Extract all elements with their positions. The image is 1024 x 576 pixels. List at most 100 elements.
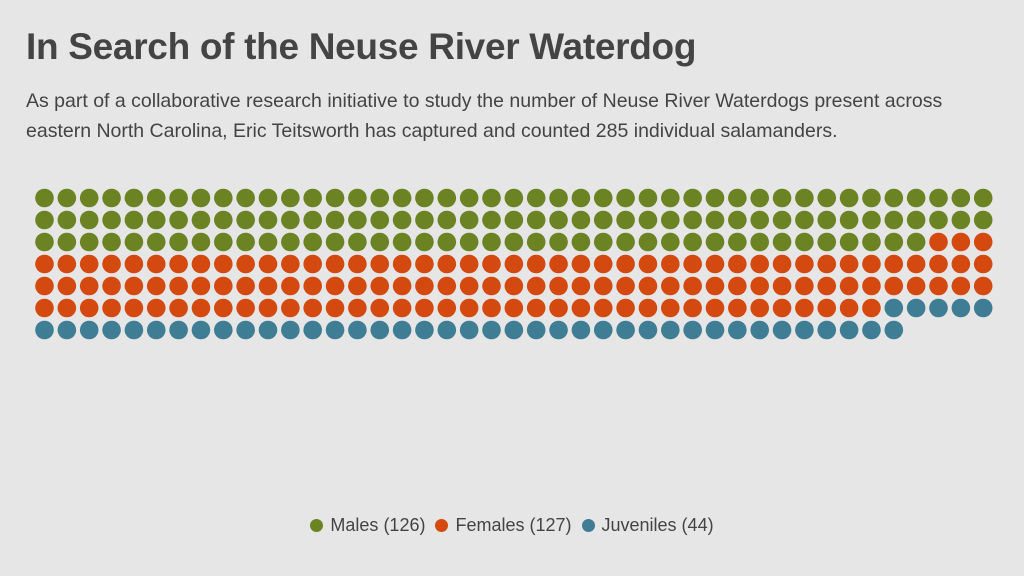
waffle-dot-females [124,254,144,274]
waffle-dot-females [102,298,121,318]
waffle-dot-females [728,276,747,296]
waffle-dot-males [415,232,434,252]
waffle-dot-males [303,188,323,208]
waffle-dot-females [526,276,546,296]
waffle-dot-males [526,210,546,230]
waffle-dot-juveniles [884,320,904,340]
waffle-dot-juveniles [281,320,300,340]
waffle-dot-females [370,298,390,318]
waffle-dot-juveniles [348,320,367,340]
waffle-dot-males [683,210,702,230]
waffle-dot-females [236,254,255,274]
waffle-dot-females [951,232,971,252]
waffle-dot-males [951,188,971,208]
waffle-dot-females [79,254,99,274]
waffle-dot-juveniles [303,320,323,340]
waffle-dot-females [951,254,971,274]
waffle-dot-females [169,298,188,318]
waffle-dot-females [303,298,323,318]
waffle-dot-females [839,276,859,296]
waffle-dot-males [258,210,278,230]
waffle-dot-males [616,188,635,208]
waffle-dot-males [750,210,769,230]
waffle-dot-males [951,210,971,230]
waffle-dot-males [35,232,54,252]
waffle-dot-females [415,254,434,274]
waffle-dot-females [929,276,948,296]
waffle-dot-females [482,254,501,274]
waffle-dot-juveniles [593,320,613,340]
waffle-dot-females [35,276,54,296]
waffle-dot-males [124,210,144,230]
waffle-dot-males [303,232,323,252]
waffle-dot-males [839,210,859,230]
waffle-dot-males [705,210,725,230]
waffle-dot-females [169,254,188,274]
waffle-dot-females [526,254,546,274]
waffle-dot-females [214,254,233,274]
waffle-dot-males [795,210,814,230]
waffle-dot-males [370,232,390,252]
waffle-dot-females [57,276,77,296]
waffle-dot-females [303,276,323,296]
waffle-dot-juveniles [638,320,658,340]
waffle-dot-females [392,298,412,318]
waffle-dot-juveniles [795,320,814,340]
waffle-dot-females [862,298,881,318]
waffle-dot-males [772,210,792,230]
waffle-dot-females [817,254,837,274]
waffle-dot-males [437,210,457,230]
waffle-dot-males [146,188,166,208]
waffle-dot-males [661,188,680,208]
waffle-dot-juveniles [817,320,837,340]
waffle-dot-females [504,276,524,296]
waffle-dot-males [839,188,859,208]
waffle-dot-females [392,276,412,296]
waffle-dot-males [929,188,948,208]
waffle-dot-females [616,254,635,274]
waffle-dot-juveniles [258,320,278,340]
waffle-dot-males [973,188,993,208]
waffle-dot-males [214,232,233,252]
waffle-dot-females [214,298,233,318]
waffle-dot-males [325,210,345,230]
waffle-dot-females [728,254,747,274]
waffle-dot-females [146,276,166,296]
waffle-dot-juveniles [616,320,635,340]
waffle-dot-females [683,276,702,296]
waffle-dot-females [772,298,792,318]
legend-swatch-females [435,519,449,532]
waffle-dot-juveniles [661,320,680,340]
waffle-dot-males [482,188,501,208]
legend-item-males: Males (126) [310,515,425,536]
waffle-dot-females [571,254,591,274]
waffle-chart [35,188,993,340]
waffle-dot-females [839,254,859,274]
waffle-dot-females [303,254,323,274]
waffle-dot-females [973,254,993,274]
waffle-dot-females [146,298,166,318]
waffle-dot-males [593,210,613,230]
waffle-dot-females [973,232,993,252]
waffle-dot-males [549,210,568,230]
waffle-dot-females [526,298,546,318]
waffle-dot-males [146,210,166,230]
waffle-dot-males [169,232,188,252]
waffle-dot-males [593,232,613,252]
waffle-dot-females [549,276,568,296]
waffle-dot-females [638,276,658,296]
waffle-dot-males [661,210,680,230]
waffle-dot-males [728,232,747,252]
waffle-dot-females [281,254,300,274]
waffle-dot-males [35,188,54,208]
waffle-dot-males [728,188,747,208]
waffle-dot-juveniles [973,298,993,318]
waffle-dot-males [571,188,591,208]
waffle-dot-males [683,188,702,208]
waffle-dot-females [571,276,591,296]
waffle-dot-males [281,188,300,208]
waffle-dot-juveniles [549,320,568,340]
waffle-dot-males [191,188,211,208]
waffle-dot-males [124,188,144,208]
waffle-dot-males [348,188,367,208]
